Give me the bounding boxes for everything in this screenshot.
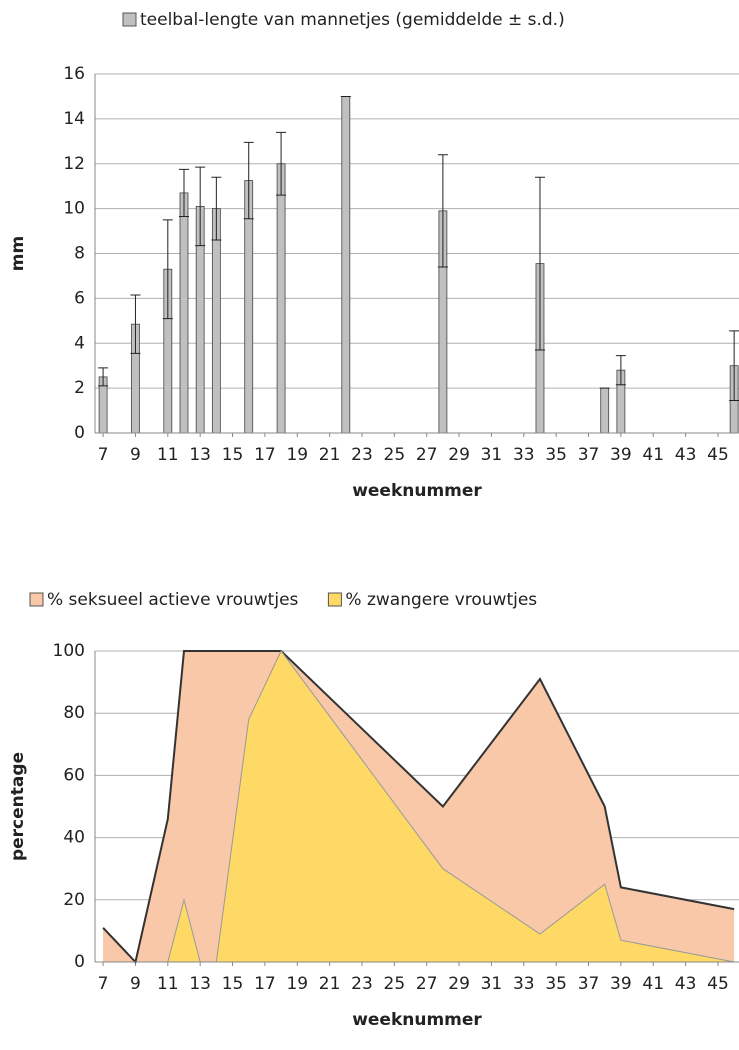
x-tick-label: 7 <box>98 974 109 994</box>
y-tick-label: 80 <box>63 703 85 723</box>
x-tick-label: 21 <box>319 445 341 465</box>
x-tick-label: 45 <box>707 445 729 465</box>
y-tick-label: 40 <box>63 828 85 848</box>
error-bar <box>729 330 739 401</box>
y-tick-label: 4 <box>74 333 85 353</box>
x-tick-label: 17 <box>254 445 276 465</box>
legend-label: % seksueel actieve vrouwtjes <box>47 590 299 610</box>
y-tick-label: 100 <box>53 641 85 661</box>
x-tick-label: 21 <box>319 974 341 994</box>
bar <box>341 96 351 434</box>
y-tick-label: 16 <box>63 64 85 84</box>
legend-swatch <box>122 12 137 27</box>
error-bar <box>178 168 189 217</box>
x-tick-label: 29 <box>448 974 470 994</box>
x-axis-label: weeknummer <box>352 481 482 501</box>
bar <box>276 163 286 434</box>
y-axis-label: mm <box>8 236 28 271</box>
x-tick-label: 37 <box>578 445 600 465</box>
y-tick-label: 20 <box>63 890 85 910</box>
area-outline <box>102 650 735 965</box>
x-tick-label: 43 <box>675 974 697 994</box>
x-tick-label: 25 <box>384 445 406 465</box>
legend-label: % zwangere vrouwtjes <box>345 590 537 610</box>
x-tick-label: 31 <box>481 974 503 994</box>
error-bar <box>243 141 254 220</box>
error-bar <box>195 166 206 247</box>
error-bar <box>437 154 448 268</box>
y-tick-label: 14 <box>63 109 85 129</box>
x-tick-label: 35 <box>545 445 567 465</box>
x-tick-label: 41 <box>642 974 664 994</box>
x-tick-label: 27 <box>416 445 438 465</box>
x-tick-label: 15 <box>222 445 244 465</box>
x-tick-label: 25 <box>384 974 406 994</box>
error-bar <box>615 355 626 386</box>
x-tick-label: 33 <box>513 445 535 465</box>
area <box>103 651 735 962</box>
x-tick-label: 41 <box>642 445 664 465</box>
y-tick-label: 0 <box>74 423 85 443</box>
error-bar <box>276 131 287 196</box>
x-tick-label: 37 <box>578 974 600 994</box>
legend-swatch <box>29 592 44 607</box>
x-tick-label: 19 <box>286 974 308 994</box>
error-bar <box>211 176 222 241</box>
chart: % seksueel actieve vrouwtjes % zwangere v… <box>8 590 739 1030</box>
y-tick-label: 6 <box>74 288 85 308</box>
x-tick-label: 31 <box>481 445 503 465</box>
x-tick-label: 35 <box>545 974 567 994</box>
y-tick-label: 2 <box>74 378 85 398</box>
x-tick-label: 15 <box>222 974 244 994</box>
x-tick-label: 27 <box>416 974 438 994</box>
x-tick-label: 39 <box>610 974 632 994</box>
x-tick-label: 23 <box>351 974 373 994</box>
x-tick-label: 17 <box>254 974 276 994</box>
error-bar <box>130 294 141 354</box>
bar <box>211 208 221 434</box>
x-tick-label: 45 <box>707 974 729 994</box>
x-tick-label: 19 <box>286 445 308 465</box>
x-tick-label: 11 <box>157 974 179 994</box>
x-tick-label: 13 <box>189 445 211 465</box>
legend-swatch <box>327 592 342 607</box>
y-tick-label: 0 <box>74 952 85 972</box>
x-tick-label: 9 <box>130 445 141 465</box>
y-tick-label: 8 <box>74 244 85 264</box>
x-tick-label: 39 <box>610 445 632 465</box>
bar <box>179 192 189 434</box>
legend-label: teelbal-lengte van mannetjes (gemiddelde… <box>140 10 565 30</box>
x-tick-label: 33 <box>513 974 535 994</box>
x-tick-label: 9 <box>130 974 141 994</box>
chart: teelbal-lengte van mannetjes (gemiddelde… <box>8 10 739 501</box>
area-outline <box>103 650 735 963</box>
error-bar <box>162 219 173 320</box>
x-tick-label: 23 <box>351 445 373 465</box>
y-axis-label: percentage <box>8 752 28 861</box>
x-tick-label: 11 <box>157 445 179 465</box>
y-tick-label: 10 <box>63 199 85 219</box>
y-tick-label: 60 <box>63 765 85 785</box>
x-tick-label: 29 <box>448 445 470 465</box>
error-bar <box>534 176 545 351</box>
bar <box>600 387 610 434</box>
x-axis-label: weeknummer <box>352 1010 482 1030</box>
x-tick-label: 13 <box>189 974 211 994</box>
x-tick-label: 43 <box>675 445 697 465</box>
x-tick-label: 7 <box>98 445 109 465</box>
error-bar <box>98 367 109 387</box>
y-tick-label: 12 <box>63 154 85 174</box>
